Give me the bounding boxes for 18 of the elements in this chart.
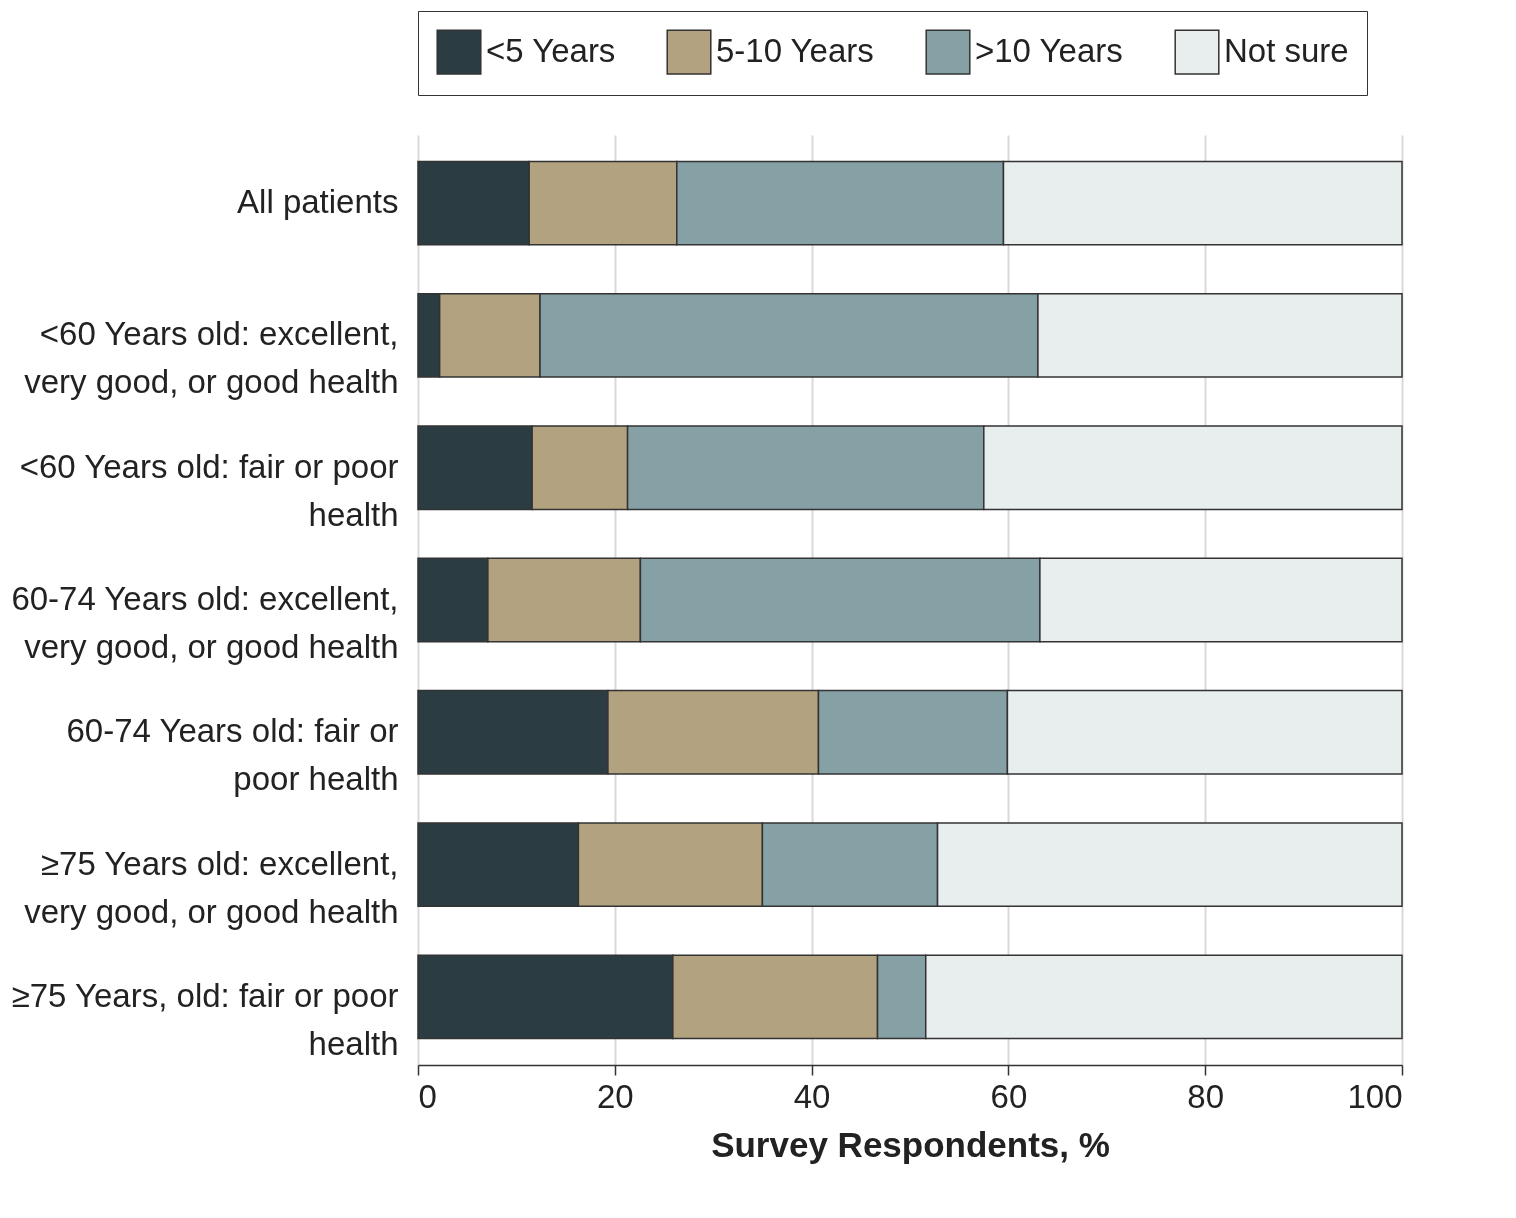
x-tick-label: 40 [793,1077,831,1115]
legend-label: 5-10 Years [716,32,874,70]
y-tick-label: 60-74 Years old: fair or poor health [66,712,399,798]
legend-label: <5 Years [486,32,616,70]
x-tick-label: 20 [596,1077,634,1115]
x-tick-label: 60 [990,1077,1028,1115]
x-axis-title: Survey Respondents, % [711,1124,1110,1164]
x-tick-label: 80 [1187,1077,1225,1115]
y-tick-label: <60 Years old: fair or poor health [19,447,399,533]
y-tick-label: All patients [237,183,399,221]
x-tick-label: 100 [1347,1077,1403,1115]
y-tick-label: 60-74 Years old: excellent, very good, or good health [11,580,399,665]
legend-label: Not sure [1224,32,1349,70]
y-tick-label: <60 Years old: excellent, very good, or good health [24,315,399,401]
y-tick-label: ≥75 Years, old: fair or poor health [11,976,399,1062]
legend-label: >10 Years [975,32,1123,70]
x-tick-label: 0 [418,1077,437,1115]
y-tick-label: ≥75 Years old: excellent, very good, or good health [24,844,399,930]
